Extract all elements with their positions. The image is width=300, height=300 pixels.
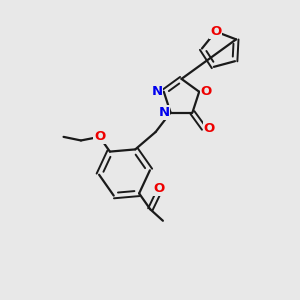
Text: O: O [204,122,215,135]
Text: O: O [94,130,105,143]
Text: O: O [200,85,212,98]
Text: O: O [210,25,221,38]
Text: N: N [158,106,169,119]
Text: O: O [154,182,165,195]
Text: N: N [152,85,163,98]
